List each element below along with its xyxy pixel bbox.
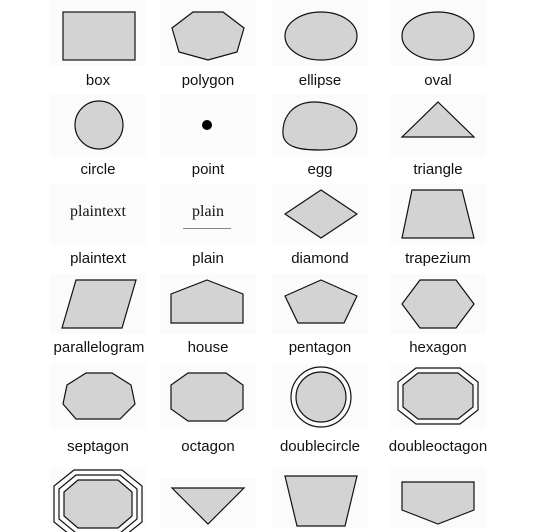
trapezium-label: trapezium: [405, 250, 471, 267]
plain-label: plain: [192, 250, 224, 267]
egg-shape: [272, 94, 368, 156]
ellipse-shape: [272, 0, 368, 66]
ellipse-label: ellipse: [298, 72, 342, 89]
hexagon-label: hexagon: [409, 339, 467, 356]
house-shape: [160, 274, 256, 334]
octagon-shape: [160, 364, 256, 428]
invtriangle-shape: [160, 478, 256, 528]
tripleoctagon-shape: [50, 468, 146, 532]
house-label: house: [187, 339, 229, 356]
pentagon-shape: [272, 274, 368, 334]
polygon-label: polygon: [181, 72, 235, 89]
septagon-label: septagon: [67, 438, 129, 455]
plain-inner-text: plain: [192, 203, 224, 220]
polygon-shape: [160, 0, 256, 66]
octagon-label: octagon: [181, 438, 235, 455]
invtrapezium-shape: [272, 468, 368, 528]
trapezium-shape: [390, 184, 486, 244]
point-label: point: [191, 161, 225, 178]
egg-label: egg: [307, 161, 333, 178]
plaintext-label: plaintext: [70, 250, 126, 267]
circle-shape: [50, 94, 146, 156]
box-label: box: [85, 72, 111, 89]
hexagon-shape: [390, 274, 486, 334]
triangle-label: triangle: [413, 161, 463, 178]
plaintext-inner-text: plaintext: [70, 203, 126, 220]
circle-label: circle: [80, 161, 116, 178]
plaintext-shape: plaintext: [50, 184, 146, 244]
septagon-shape: [50, 364, 146, 428]
diamond-label: diamond: [291, 250, 349, 267]
oval-shape: [390, 0, 486, 66]
pentagon-label: pentagon: [288, 339, 352, 356]
parallelogram-shape: [50, 274, 146, 334]
invhouse-shape: [390, 468, 486, 528]
plain-underline: [183, 228, 231, 229]
point-shape: [160, 94, 256, 156]
doubleoctagon-label: doubleoctagon: [388, 438, 488, 455]
doublecircle-label: doublecircle: [279, 438, 361, 455]
parallelogram-label: parallelogram: [53, 339, 145, 356]
doubleoctagon-shape: [390, 364, 486, 428]
diamond-shape: [272, 184, 368, 244]
plain-shape: plain: [160, 184, 256, 244]
triangle-shape: [390, 94, 486, 156]
doublecircle-shape: [272, 364, 368, 428]
oval-label: oval: [424, 72, 452, 89]
box-shape: [50, 0, 146, 66]
